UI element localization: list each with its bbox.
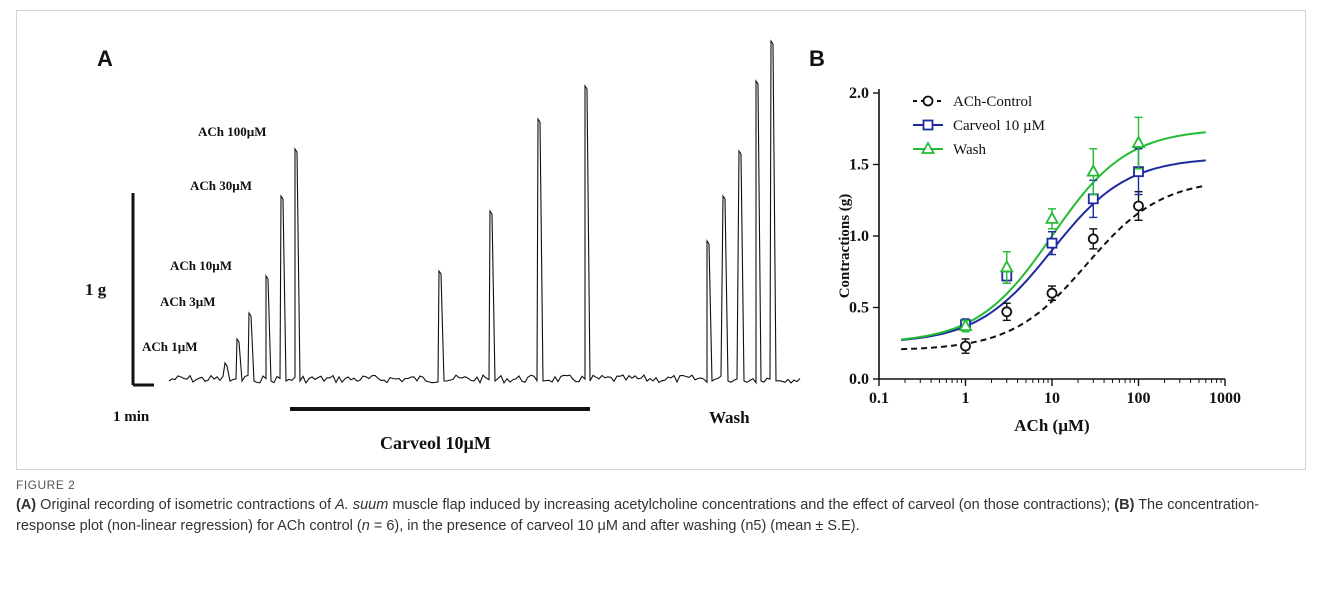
caption-part-a-tag: (A) (16, 497, 37, 513)
scale-y-label: 1 g (85, 280, 107, 299)
figure-frame: A 1 g 1 min ACh 1µM ACh 3µM ACh 10µM ACh… (16, 10, 1306, 470)
data-point (999, 259, 1014, 273)
caption-part-b-text-2: = 6), in the presence of carveol 10 μM a… (369, 518, 860, 534)
x-tick-label: 100 (1127, 390, 1151, 407)
data-point (1087, 233, 1099, 245)
dose-label-4: ACh 30µM (190, 178, 252, 193)
data-point (958, 318, 973, 331)
y-tick-label: 2.0 (849, 85, 869, 102)
caption-species: A. suum (335, 497, 389, 513)
caption-n-symbol: n (361, 518, 370, 534)
scale-x-label: 1 min (113, 409, 150, 425)
data-point (1046, 287, 1058, 299)
data-point (1133, 200, 1144, 212)
panel-b-label: B (809, 46, 825, 71)
legend-marker (922, 95, 934, 107)
caption-part-a-text-1: Original recording of isometric contract… (36, 497, 336, 513)
trace-recording (168, 39, 801, 385)
y-tick-label: 0.5 (849, 300, 869, 317)
x-tick-label: 1 (962, 390, 970, 407)
fit-curve-wash (900, 131, 1206, 341)
legend-label: Carveol 10 µM (953, 118, 1045, 134)
data-point (1087, 193, 1099, 205)
carveol-label: Carveol 10µM (380, 433, 491, 453)
panel-a-label: A (97, 46, 113, 71)
contraction-trace (168, 39, 801, 385)
legend-label: Wash (953, 142, 986, 158)
y-tick-label: 0.0 (849, 371, 869, 388)
caption-figure-label: FIGURE 2 (16, 478, 76, 492)
figure-canvas: A 1 g 1 min ACh 1µM ACh 3µM ACh 10µM ACh… (85, 39, 1241, 453)
y-tick-label: 1.0 (849, 228, 869, 245)
dose-label-1: ACh 1µM (142, 339, 198, 354)
legend-label: ACh-Control (953, 94, 1032, 110)
x-tick-label: 1000 (1209, 390, 1241, 407)
dose-label-5: ACh 100µM (198, 124, 267, 139)
data-point (1046, 237, 1058, 249)
x-tick-label: 0.1 (869, 390, 889, 407)
legend-marker (922, 119, 934, 131)
scale-bar (131, 193, 154, 387)
data-point (1086, 163, 1101, 177)
caption-part-b-tag: (B) (1114, 497, 1135, 513)
fit-curve-carveol-10-m (900, 159, 1206, 341)
data-point (960, 340, 971, 352)
fit-curve-ach-control (901, 184, 1206, 351)
dose-label-2: ACh 3µM (160, 294, 216, 309)
caption-part-a-text-2: muscle flap induced by increasing acetyl… (388, 497, 1115, 513)
legend-marker (920, 141, 936, 154)
x-axis-label: ACh (µM) (1014, 416, 1089, 435)
wash-label: Wash (709, 408, 750, 427)
data-point (1044, 210, 1060, 224)
x-tick-label: 10 (1044, 390, 1060, 407)
concentration-response-plot: 0.0 0.5 1.0 1.5 2.0 0.1 1 10 100 1000 ACh-Control C… (849, 85, 1241, 407)
dose-label-3: ACh 10µM (170, 258, 232, 273)
data-point (1001, 306, 1013, 318)
y-axis-label: Contractions (g) (837, 194, 853, 299)
data-point (1131, 135, 1146, 148)
figure-caption: FIGURE 2 (A) Original recording of isome… (16, 478, 1304, 537)
caption-part-b-text-1: The concentration-response plot (non-lin… (16, 497, 1260, 534)
caption-text: (A) Original recording of isometric cont… (16, 495, 1304, 537)
y-tick-label: 1.5 (849, 157, 869, 174)
